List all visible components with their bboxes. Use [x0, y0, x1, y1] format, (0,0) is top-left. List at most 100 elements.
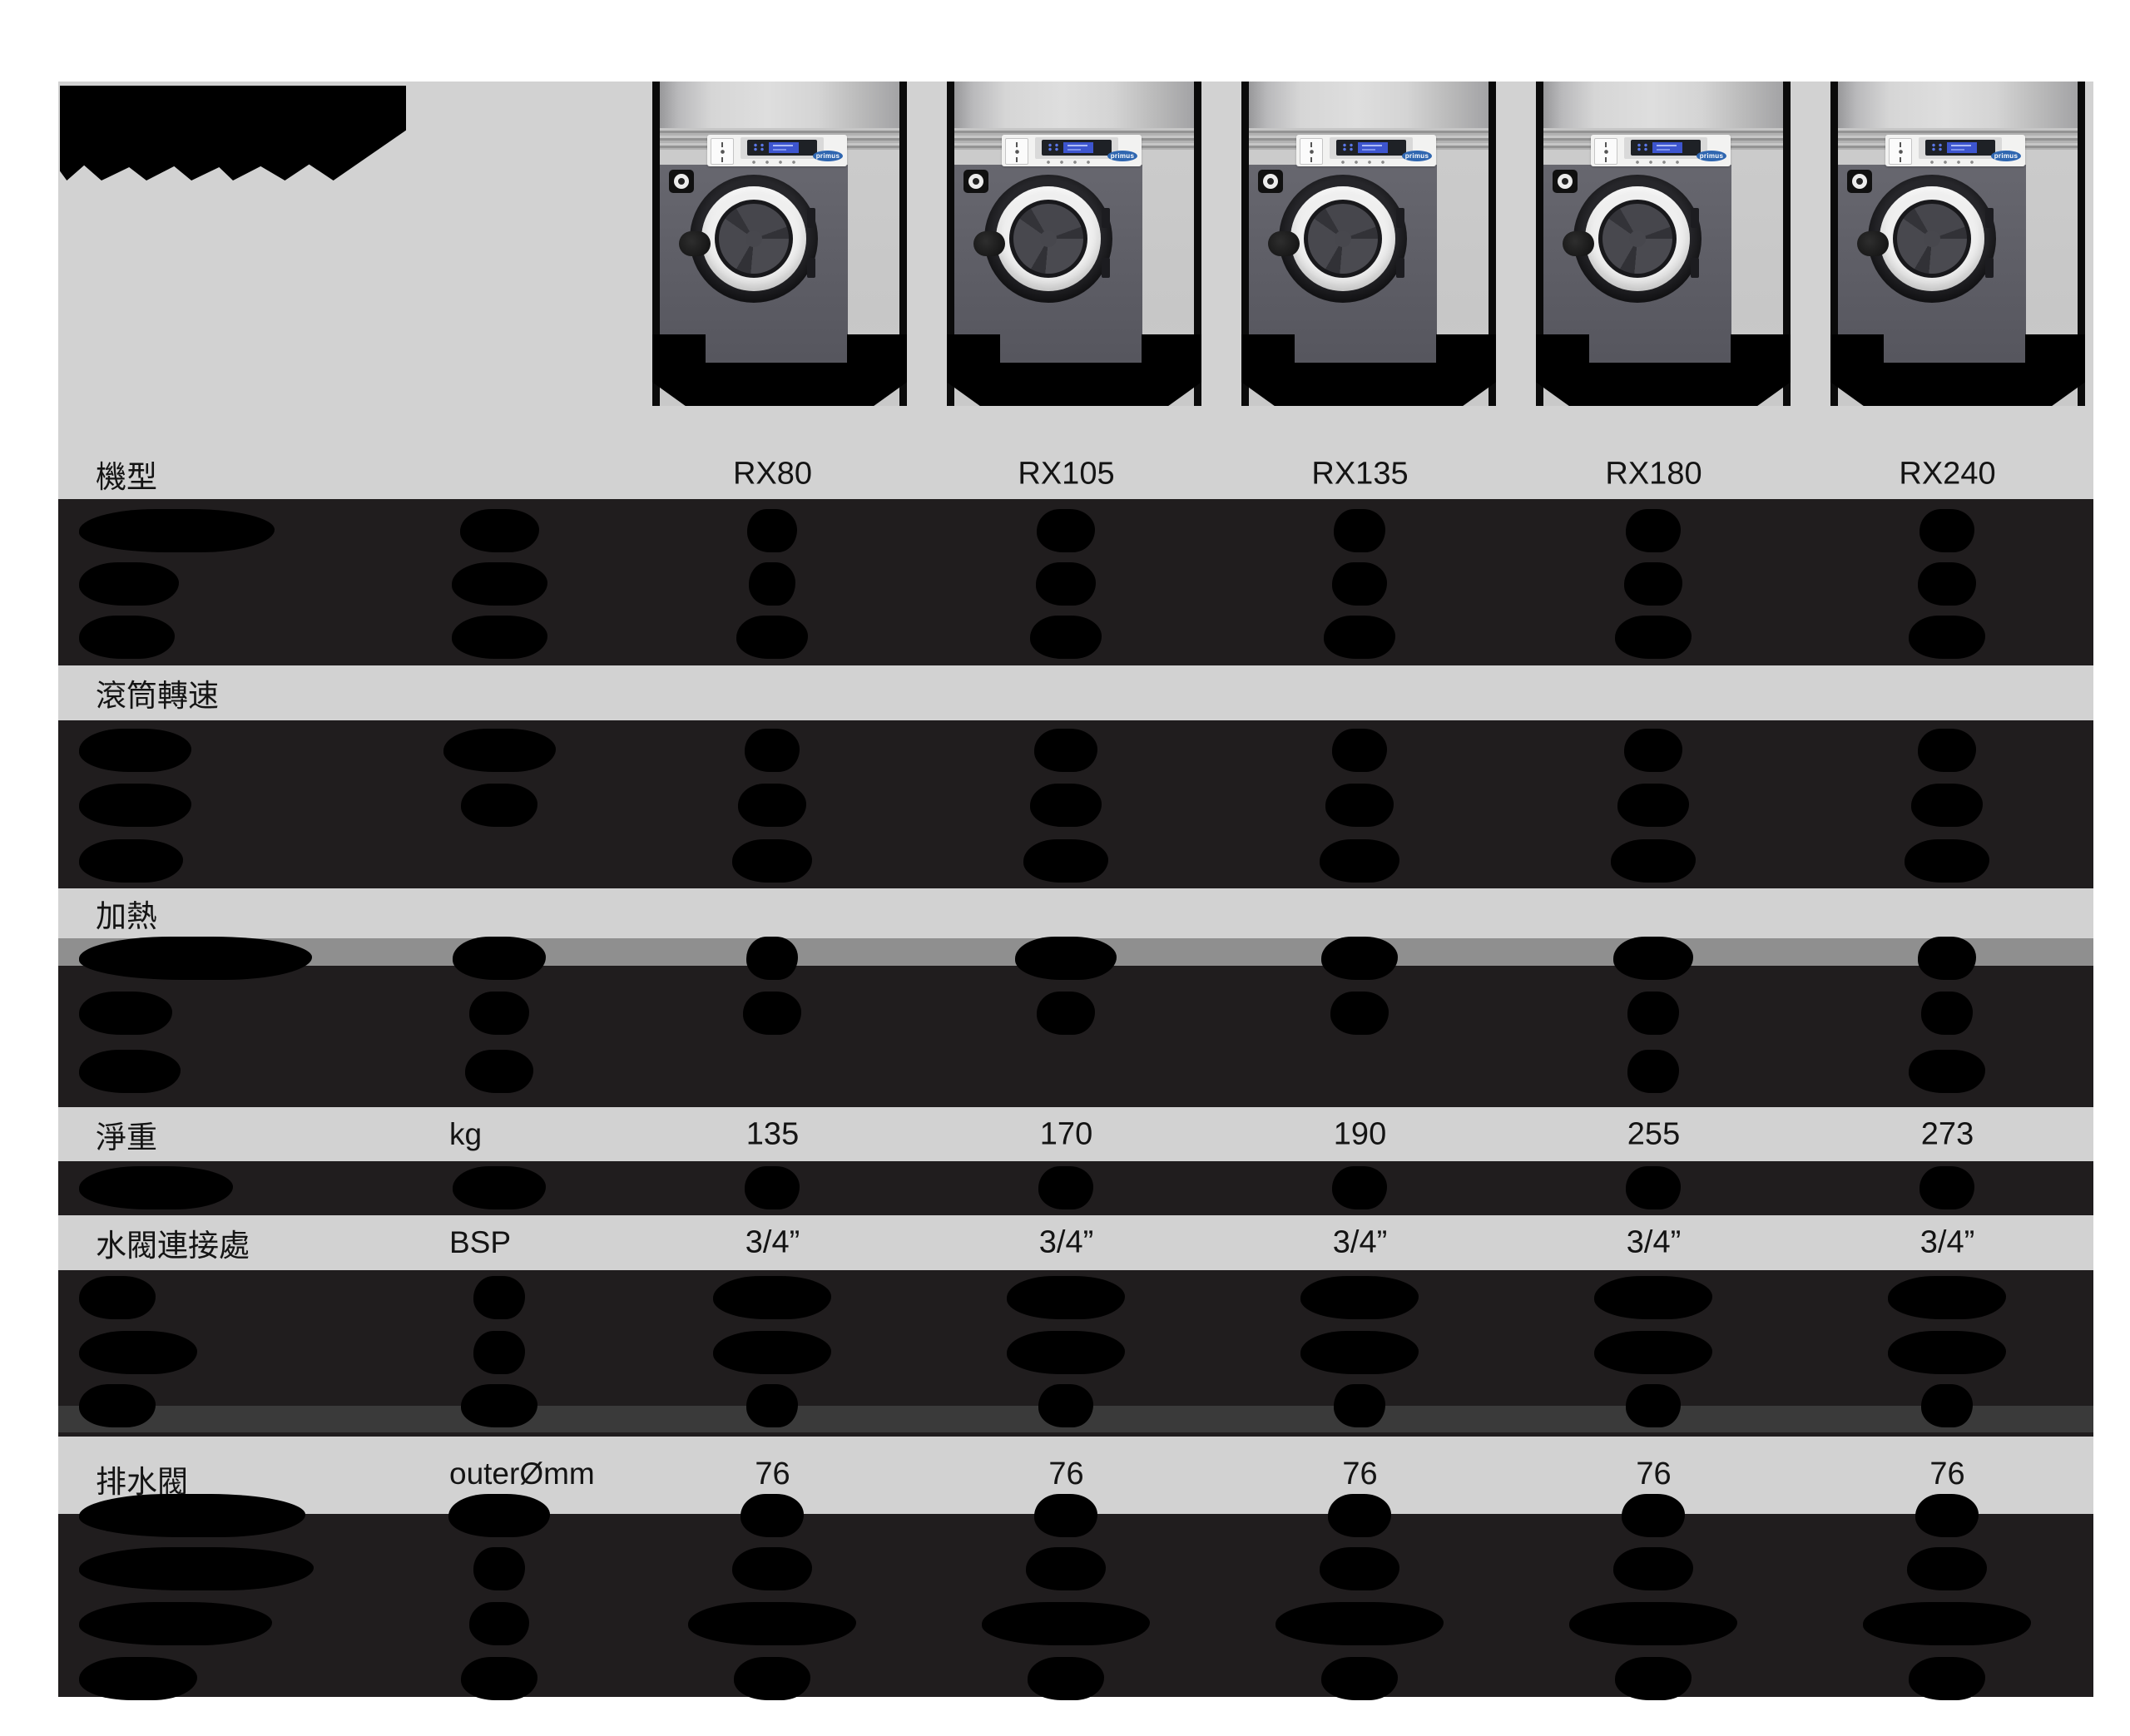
redaction-blob: [1030, 784, 1102, 827]
start-button-icon: [669, 170, 694, 193]
redaction-blob: [746, 1384, 798, 1427]
redaction-blob: [1921, 992, 1973, 1035]
redaction-blob: [749, 562, 795, 606]
redacted-rows-capacity: [58, 499, 2093, 665]
washer-top-panel: [1249, 82, 1489, 133]
redaction-blob: [1624, 729, 1682, 772]
redaction-blob: [459, 509, 539, 552]
redaction-blob: [1919, 509, 1974, 552]
display-module: [1925, 140, 1995, 156]
washer-top-panel: [954, 82, 1194, 133]
redaction-blob: [2025, 334, 2085, 363]
redaction-blob: [451, 616, 547, 659]
washer-control-panel: primus: [1885, 135, 2025, 166]
redaction-blob: [1332, 1166, 1387, 1209]
card-left-border: [1536, 82, 1543, 406]
redaction-blob: [1627, 1050, 1679, 1093]
washer-top-panel: [1543, 82, 1783, 133]
panel-buttons: [1631, 160, 1686, 165]
washer-photo-rx240: primus: [1830, 82, 2085, 406]
redaction-blob: [743, 992, 801, 1035]
redaction-blob: [79, 1050, 181, 1093]
door-hinge: [1102, 258, 1110, 278]
redacted-brand-logo: [60, 86, 406, 181]
redaction-blob: [1615, 1657, 1692, 1700]
redaction-blob: [1731, 334, 1791, 363]
redaction-blob: [1320, 1547, 1399, 1590]
display-bezel: [1624, 137, 1707, 159]
washer-door: [690, 175, 818, 303]
card-right-border: [1783, 82, 1791, 406]
water-valve-value: 3/4”: [1332, 1224, 1388, 1260]
redaction-blob: [1334, 1384, 1385, 1427]
drum-hub: [1335, 230, 1351, 247]
redaction-blob: [461, 1657, 537, 1700]
brand-logo-badge: primus: [813, 151, 843, 161]
start-button-icon: [1847, 170, 1872, 193]
redaction-blob: [1007, 1276, 1125, 1319]
redaction-blob: [1863, 1602, 2031, 1645]
start-button-icon: [1553, 170, 1578, 193]
redaction-blob: [79, 1602, 272, 1645]
redaction-blob: [473, 1547, 525, 1590]
redaction-blob: [1907, 1547, 1987, 1590]
redaction-blob: [1028, 1657, 1104, 1700]
redacted-rows-heating: [58, 937, 2093, 1107]
indicator-leds: [1930, 143, 1944, 151]
redaction-blob: [741, 1494, 804, 1537]
brand-logo-badge: primus: [1991, 151, 2021, 161]
redaction-blob: [1037, 509, 1095, 552]
redacted-rows-dimensions: [58, 1494, 2093, 1700]
card-right-border: [1194, 82, 1201, 406]
door-hinge: [807, 208, 815, 228]
redaction-blob: [1627, 992, 1679, 1035]
redaction-blob: [1613, 937, 1693, 980]
model-row-label: 機型: [96, 459, 157, 494]
redaction-blob: [79, 1547, 314, 1590]
redaction-blob: [1276, 1602, 1444, 1645]
redaction-blob: [461, 784, 537, 827]
redaction-blob: [1830, 334, 1884, 363]
redaction-blob: [1007, 1331, 1125, 1374]
redaction-blob: [453, 937, 546, 980]
model-name-rx135: RX135: [1311, 456, 1409, 491]
door-hinge: [1396, 258, 1404, 278]
display-bezel: [1035, 137, 1118, 159]
redaction-blob: [1613, 1547, 1693, 1590]
redaction-blob: [1332, 729, 1387, 772]
redaction-blob: [736, 616, 808, 659]
redaction-blob: [1241, 334, 1295, 363]
display-module: [1336, 140, 1406, 156]
washer-top-panel: [1838, 82, 2078, 133]
brand-logo-badge: primus: [1107, 151, 1137, 161]
redaction-blob: [1038, 1384, 1093, 1427]
display-bezel: [741, 137, 824, 159]
model-name-rx105: RX105: [1018, 456, 1115, 491]
redaction-blob: [1026, 1547, 1106, 1590]
redaction-blob: [448, 1494, 550, 1537]
panel-buttons: [747, 160, 802, 165]
power-switch-icon: [1889, 138, 1912, 165]
redaction-blob: [79, 937, 312, 980]
redaction-blob: [947, 334, 1000, 363]
redaction-blob: [732, 1547, 812, 1590]
redaction-blob: [1300, 1276, 1419, 1319]
water-valve-value: 3/4”: [1626, 1224, 1682, 1260]
drum-speed-label: 滾筒轉速: [96, 679, 219, 713]
redaction-blob: [1034, 1494, 1097, 1537]
redaction-blob: [443, 729, 556, 772]
redaction-blob: [1624, 562, 1682, 606]
net-weight-value: 255: [1627, 1116, 1681, 1151]
water-valve-value: 3/4”: [1038, 1224, 1094, 1260]
redaction-blob: [469, 992, 529, 1035]
redaction-blob: [79, 616, 175, 659]
washer-control-panel: primus: [707, 135, 847, 166]
display-bezel: [1919, 137, 2002, 159]
redaction-blob: [1324, 616, 1395, 659]
redaction-blob: [453, 1166, 546, 1209]
redaction-blob: [688, 1602, 856, 1645]
redaction-blob: [1615, 616, 1692, 659]
redaction-blob: [1328, 1494, 1391, 1537]
door-hinge: [1102, 208, 1110, 228]
